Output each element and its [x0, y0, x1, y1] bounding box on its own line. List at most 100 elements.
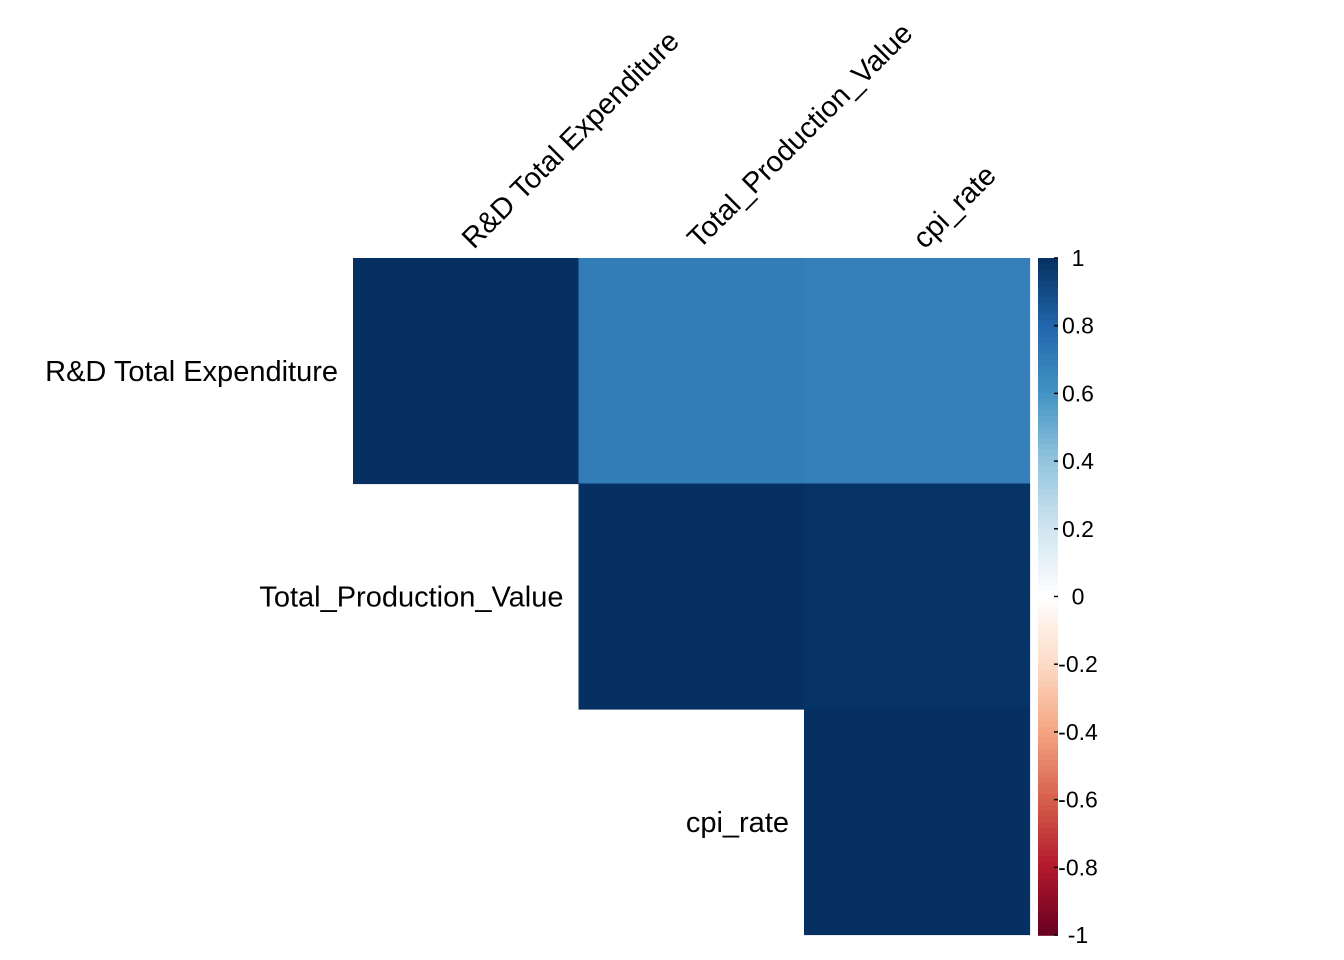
colorbar-segment — [1038, 641, 1058, 649]
colorbar-segment — [1038, 551, 1058, 558]
colorbar-segment — [1038, 590, 1058, 598]
colorbar: 1 0.8 0.6 0.4 0.2 0 -0.2 -0.4 -0.6 -0.8 -1 — [1038, 245, 1098, 948]
colorbar-segment — [1038, 432, 1058, 440]
colorbar-segment — [1038, 839, 1058, 846]
colorbar-segment — [1038, 918, 1058, 925]
colorbar-segment — [1038, 325, 1058, 333]
colorbar-segment — [1038, 421, 1058, 429]
colorbar-segment — [1038, 681, 1058, 688]
colorbar-segment — [1038, 765, 1058, 773]
colorbar-segment — [1038, 810, 1058, 818]
colorbar-segment — [1038, 703, 1058, 711]
colorbar-segment — [1038, 714, 1058, 722]
colorbar-segment — [1038, 562, 1058, 570]
colorbar-segment — [1038, 596, 1058, 603]
cell-r-d-total-expenditure-cpi-rate — [804, 258, 1031, 485]
colorbar-segment — [1038, 365, 1058, 372]
colorbar-segment — [1038, 359, 1058, 366]
colorbar-segment — [1038, 805, 1058, 812]
colorbar-segment — [1038, 342, 1058, 350]
colorbar-tick-label: -0.2 — [1058, 651, 1098, 677]
colorbar-segment — [1038, 878, 1058, 886]
colorbar-segment — [1038, 827, 1058, 835]
colorbar-segment — [1038, 545, 1058, 553]
colorbar-segment — [1038, 686, 1058, 694]
col-labels-layer: R&D Total ExpenditureTotal_Production_Va… — [456, 17, 1003, 255]
row-label-total-production-value: Total_Production_Value — [259, 581, 563, 613]
colorbar-segment — [1038, 754, 1058, 761]
colorbar-segment — [1038, 613, 1058, 620]
col-label-r-d-total-expenditure: R&D Total Expenditure — [456, 25, 686, 255]
colorbar-segment — [1038, 568, 1058, 575]
colorbar-segment — [1038, 861, 1058, 869]
colorbar-segment — [1038, 692, 1058, 699]
colorbar-segment — [1038, 500, 1058, 508]
colorbar-segment — [1038, 664, 1058, 671]
colorbar-tick-label: -0.4 — [1058, 719, 1098, 745]
colorbar-segment — [1038, 573, 1058, 581]
cell-r-d-total-expenditure-r-d-total-expenditure — [353, 258, 580, 485]
colorbar-segment — [1038, 308, 1058, 316]
colorbar-segment — [1038, 331, 1058, 338]
colorbar-segment — [1038, 483, 1058, 491]
colorbar-segment — [1038, 822, 1058, 829]
colorbar-segment — [1038, 782, 1058, 790]
colorbar-segment — [1038, 557, 1058, 564]
colorbar-segment — [1038, 743, 1058, 750]
colorbar-segment — [1038, 726, 1058, 733]
colorbar-segment — [1038, 511, 1058, 519]
colorbar-segment — [1038, 297, 1058, 304]
colorbar-segment — [1038, 709, 1058, 716]
colorbar-tick-label: 0.4 — [1062, 448, 1094, 474]
row-label-cpi-rate: cpi_rate — [686, 807, 789, 839]
colorbar-segment — [1038, 274, 1058, 282]
colorbar-segment — [1038, 291, 1058, 299]
colorbar-segment — [1038, 540, 1058, 547]
colorbar-segment — [1038, 348, 1058, 355]
colorbar-tick-label: -0.6 — [1058, 787, 1098, 813]
colorbar-segment — [1038, 760, 1058, 767]
colorbar-segment — [1038, 923, 1058, 931]
colorbar-segment — [1038, 748, 1058, 756]
colorbar-segment — [1038, 856, 1058, 863]
colorbar-segment — [1038, 387, 1058, 395]
colorbar-segment — [1038, 793, 1058, 801]
colorbar-segment — [1038, 353, 1058, 361]
colorbar-tick-label: 0.6 — [1062, 380, 1094, 406]
colorbar-segment — [1038, 912, 1058, 919]
colorbar-segment — [1038, 528, 1058, 536]
colorbar-segment — [1038, 731, 1058, 739]
colorbar-segment — [1038, 844, 1058, 852]
colorbar-segment — [1038, 652, 1058, 660]
colorbar-segment — [1038, 579, 1058, 587]
colorbar-tick-label: 1 — [1072, 245, 1085, 271]
colorbar-segment — [1038, 393, 1058, 400]
colorbar-segment — [1038, 816, 1058, 823]
cell-cpi-rate-cpi-rate — [804, 709, 1031, 936]
colorbar-segment — [1038, 303, 1058, 310]
colorbar-segment — [1038, 658, 1058, 665]
colorbar-segment — [1038, 602, 1058, 609]
colorbar-segment — [1038, 607, 1058, 615]
colorbar-segment — [1038, 438, 1058, 445]
colorbar-tick-label: 0.2 — [1062, 516, 1094, 542]
colorbar-segment — [1038, 461, 1058, 468]
colorbar-segment — [1038, 472, 1058, 479]
colorbar-segment — [1038, 320, 1058, 327]
colorbar-segment — [1038, 444, 1058, 451]
colorbar-segment — [1038, 833, 1058, 840]
colorbar-segment — [1038, 872, 1058, 880]
colorbar-segment — [1038, 619, 1058, 626]
colorbar-segment — [1038, 901, 1058, 908]
colorbar-segment — [1038, 494, 1058, 502]
colorbar-segment — [1038, 675, 1058, 682]
colorbar-segment — [1038, 867, 1058, 874]
col-label-cpi-rate: cpi_rate — [907, 159, 1003, 255]
colorbar-segment — [1038, 427, 1058, 434]
col-label-total-production-value: Total_Production_Value — [682, 17, 920, 255]
colorbar-segment — [1038, 376, 1058, 383]
colorbar-segment — [1038, 506, 1058, 513]
cell-total-production-value-cpi-rate — [804, 483, 1031, 710]
